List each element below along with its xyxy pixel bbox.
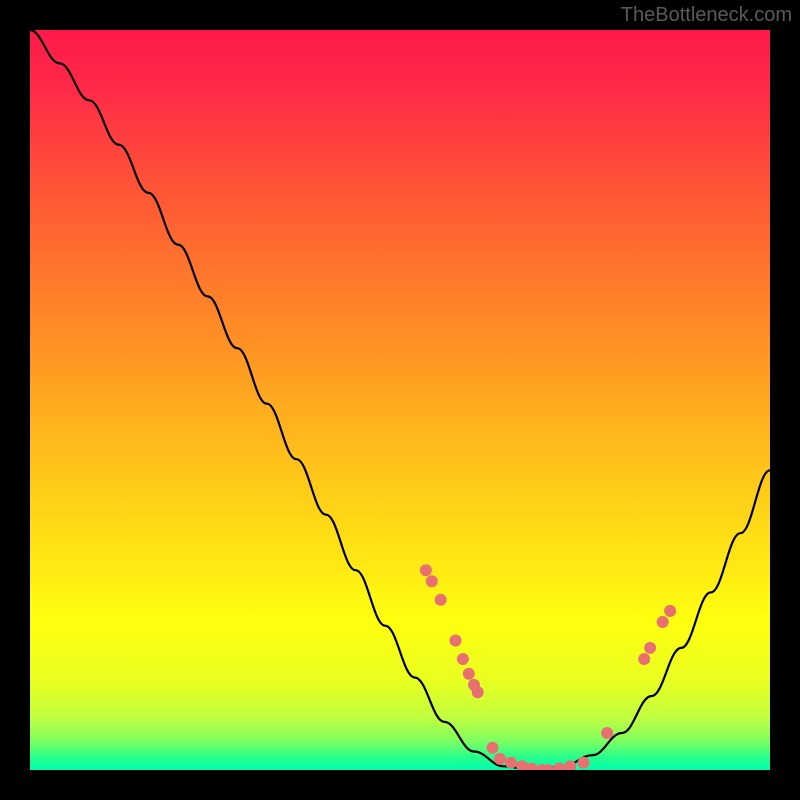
chart-marker: [457, 653, 469, 665]
chart-marker: [494, 753, 506, 765]
chart-marker: [601, 727, 613, 739]
chart-background: [30, 30, 770, 770]
chart-marker: [426, 575, 438, 587]
chart-marker: [657, 616, 669, 628]
chart-marker: [435, 594, 447, 606]
chart-marker: [505, 757, 517, 769]
chart-area: [30, 30, 770, 770]
chart-marker: [487, 742, 499, 754]
chart-marker: [638, 653, 650, 665]
chart-marker: [472, 686, 484, 698]
chart-marker: [450, 635, 462, 647]
chart-svg: [30, 30, 770, 770]
chart-marker: [644, 642, 656, 654]
watermark-text: TheBottleneck.com: [621, 4, 792, 27]
chart-marker: [578, 757, 590, 769]
chart-marker: [664, 605, 676, 617]
chart-marker: [463, 668, 475, 680]
chart-marker: [420, 564, 432, 576]
